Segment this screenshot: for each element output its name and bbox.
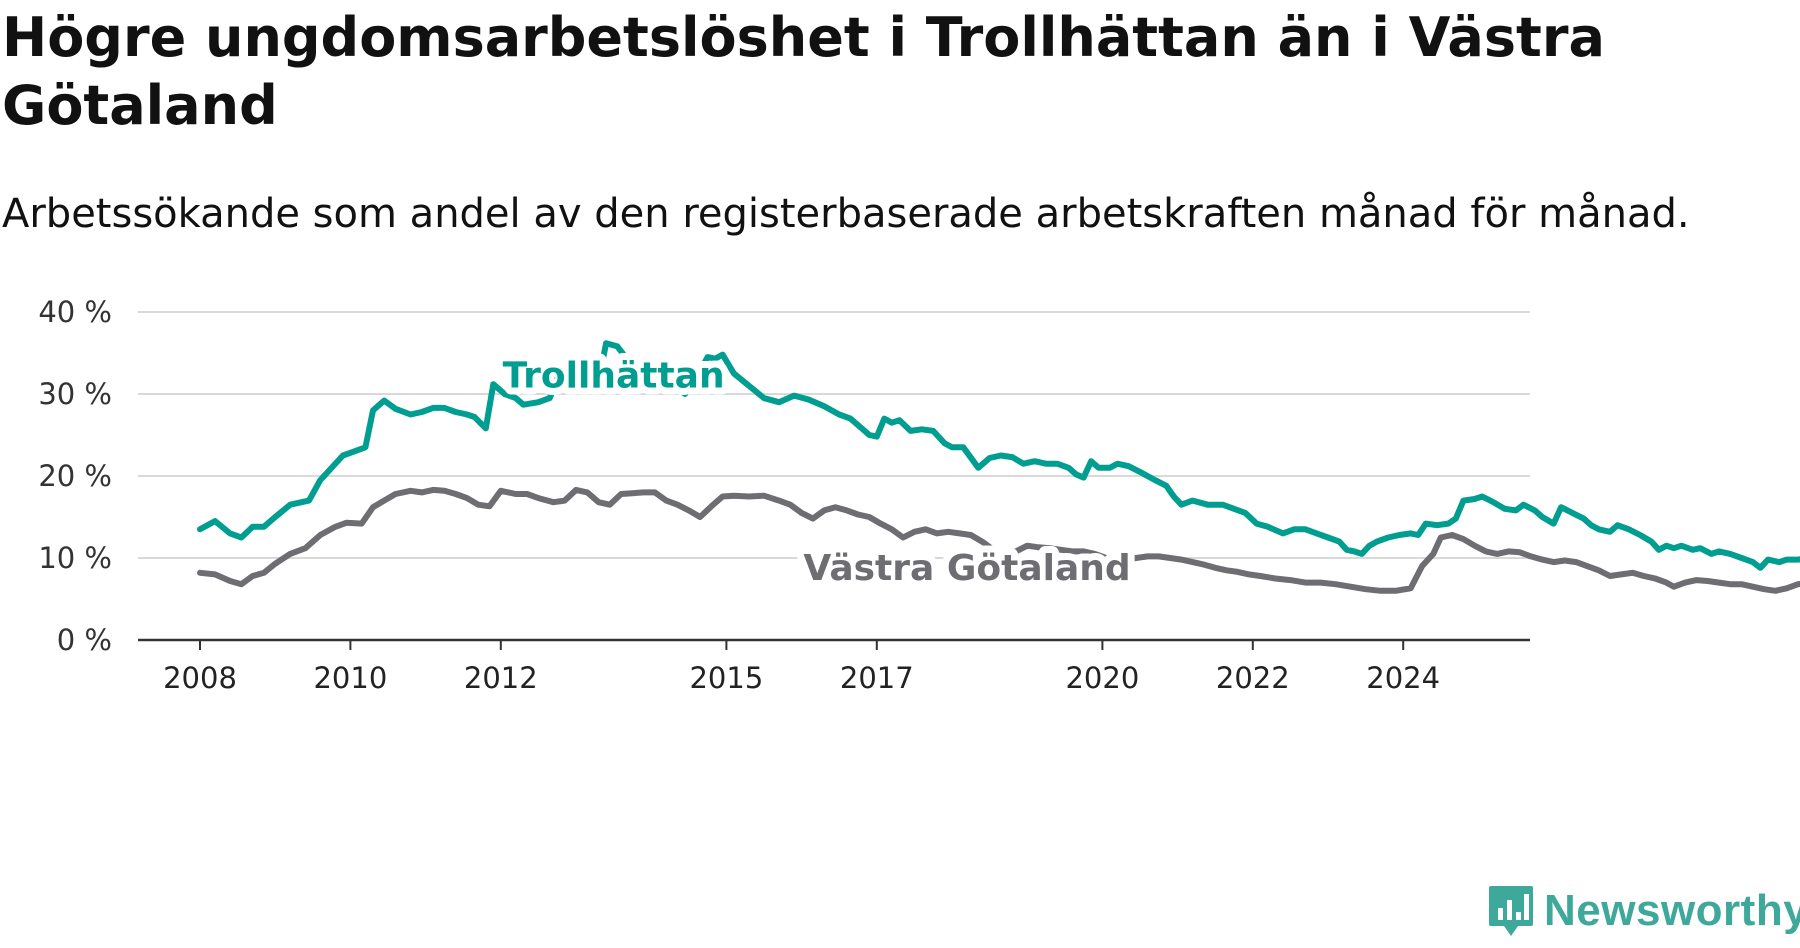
x-tick-label: 2012 bbox=[464, 661, 538, 695]
series-label: Västra Götaland bbox=[803, 548, 1130, 589]
series-label-halo: Trollhättan bbox=[503, 355, 725, 396]
series-labels: TrollhättanTrollhättan9,5 %9,5 %Västra G… bbox=[496, 348, 1138, 596]
series-line-vastra-gotaland bbox=[197, 486, 1800, 594]
series-line-trollhattan bbox=[197, 340, 1800, 571]
brand-logo: Newsworthy bbox=[1488, 884, 1800, 938]
y-tick-label: 20 % bbox=[38, 459, 112, 493]
series-label-halo: Västra Götaland bbox=[803, 548, 1130, 589]
y-tick-label: 40 % bbox=[38, 295, 112, 329]
x-tick-label: 2008 bbox=[163, 661, 237, 695]
x-tick-label: 2017 bbox=[840, 661, 914, 695]
x-tick-label: 2015 bbox=[689, 661, 763, 695]
x-tick-label: 2022 bbox=[1216, 661, 1290, 695]
y-tick-label: 30 % bbox=[38, 377, 112, 411]
x-axis-ticks: 2008 2010 2012 2015 2017 2020 2022 2024 bbox=[138, 638, 1530, 695]
y-tick-label: 10 % bbox=[38, 541, 112, 575]
y-tick-label: 0 % bbox=[57, 623, 112, 657]
series-label: Trollhättan bbox=[503, 355, 725, 396]
brand-name: Newsworthy bbox=[1544, 886, 1800, 935]
x-tick-label: 2010 bbox=[313, 661, 387, 695]
chart-title: Högre ungdomsarbetslöshet i Trollhättan … bbox=[2, 6, 1605, 137]
grid-lines bbox=[138, 311, 1530, 559]
chart-subtitle: Arbetssökande som andel av den registerb… bbox=[2, 191, 1690, 237]
newsworthy-logo-icon bbox=[1489, 886, 1533, 936]
x-tick-label: 2020 bbox=[1065, 661, 1139, 695]
x-tick-label: 2024 bbox=[1366, 661, 1440, 695]
series-lines bbox=[197, 340, 1800, 594]
y-axis-ticks: 0 % 10 % 20 % 30 % 40 % bbox=[38, 295, 112, 657]
